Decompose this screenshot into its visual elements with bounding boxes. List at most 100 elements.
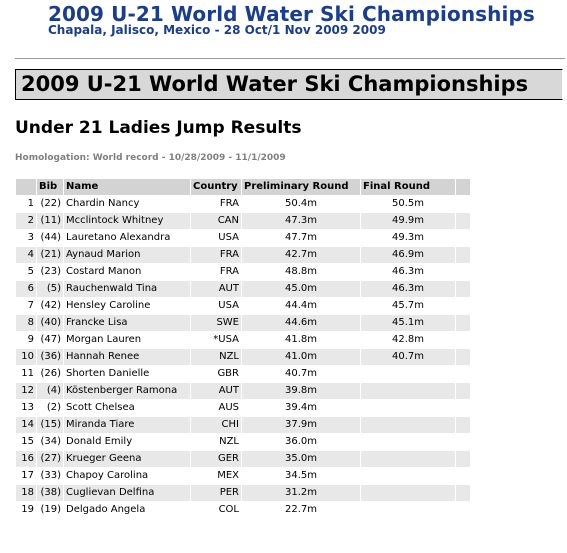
athlete-name: Hensley Caroline xyxy=(64,298,190,314)
prelim-score: 44.4m xyxy=(242,298,360,314)
country-cell: AUT xyxy=(191,281,241,297)
table-row: 1 (22) Chardin Nancy FRA 50.4m 50.5m xyxy=(16,196,470,212)
rank-cell: 8 xyxy=(16,315,36,331)
final-score xyxy=(361,468,455,484)
prelim-score: 50.4m xyxy=(242,196,360,212)
country-cell: AUS xyxy=(191,400,241,416)
rank-cell: 1 xyxy=(16,196,36,212)
athlete-name: Scott Chelsea xyxy=(64,400,190,416)
athlete-name: Miranda Tiare xyxy=(64,417,190,433)
final-score: 45.1m xyxy=(361,315,455,331)
bib-cell: (19) xyxy=(37,502,63,518)
prelim-score: 40.7m xyxy=(242,366,360,382)
athlete-name: Shorten Danielle xyxy=(64,366,190,382)
prelim-score: 47.3m xyxy=(242,213,360,229)
country-cell: NZL xyxy=(191,349,241,365)
country-cell: GBR xyxy=(191,366,241,382)
athlete-name: Morgan Lauren xyxy=(64,332,190,348)
athlete-name: Krueger Geena xyxy=(64,451,190,467)
country-cell: USA xyxy=(191,298,241,314)
rank-cell: 7 xyxy=(16,298,36,314)
rank-cell: 4 xyxy=(16,247,36,263)
homologation-info: Homologation: World record - 10/28/2009 … xyxy=(15,153,286,163)
rank-cell: 18 xyxy=(16,485,36,501)
championship-banner: 2009 U-21 World Water Ski Championships xyxy=(15,69,563,100)
rank-cell: 14 xyxy=(16,417,36,433)
final-score xyxy=(361,400,455,416)
final-score: 40.7m xyxy=(361,349,455,365)
col-name-header: Name xyxy=(64,179,190,195)
col-rank-header xyxy=(16,179,36,195)
country-cell: FRA xyxy=(191,196,241,212)
country-cell: USA xyxy=(191,230,241,246)
prelim-score: 41.8m xyxy=(242,332,360,348)
row-spacer xyxy=(456,264,470,280)
table-row: 3 (44) Lauretano Alexandra USA 47.7m 49.3m xyxy=(16,230,470,246)
final-score xyxy=(361,366,455,382)
prelim-score: 31.2m xyxy=(242,485,360,501)
athlete-name: Köstenberger Ramona xyxy=(64,383,190,399)
country-cell: NZL xyxy=(191,434,241,450)
bib-cell: (26) xyxy=(37,366,63,382)
rank-cell: 13 xyxy=(16,400,36,416)
row-spacer xyxy=(456,298,470,314)
final-score: 49.9m xyxy=(361,213,455,229)
event-title: Under 21 Ladies Jump Results xyxy=(15,118,302,138)
row-spacer xyxy=(456,332,470,348)
prelim-score: 41.0m xyxy=(242,349,360,365)
table-row: 19 (19) Delgado Angela COL 22.7m xyxy=(16,502,470,518)
final-score xyxy=(361,434,455,450)
final-score xyxy=(361,451,455,467)
row-spacer xyxy=(456,281,470,297)
prelim-score: 34.5m xyxy=(242,468,360,484)
bib-cell: (27) xyxy=(37,451,63,467)
row-spacer xyxy=(456,485,470,501)
prelim-score: 42.7m xyxy=(242,247,360,263)
final-score: 45.7m xyxy=(361,298,455,314)
row-spacer xyxy=(456,349,470,365)
rank-cell: 10 xyxy=(16,349,36,365)
athlete-name: Rauchenwald Tina xyxy=(64,281,190,297)
prelim-score: 37.9m xyxy=(242,417,360,433)
rank-cell: 15 xyxy=(16,434,36,450)
prelim-score: 44.6m xyxy=(242,315,360,331)
prelim-score: 36.0m xyxy=(242,434,360,450)
athlete-name: Donald Emily xyxy=(64,434,190,450)
rank-cell: 9 xyxy=(16,332,36,348)
site-title: 2009 U-21 World Water Ski Championships xyxy=(48,2,535,26)
bib-cell: (34) xyxy=(37,434,63,450)
table-header-row: Bib Name Country Preliminary Round Final… xyxy=(16,179,470,195)
row-spacer xyxy=(456,366,470,382)
bib-cell: (23) xyxy=(37,264,63,280)
athlete-name: Aynaud Marion xyxy=(64,247,190,263)
country-cell: CHI xyxy=(191,417,241,433)
rank-cell: 6 xyxy=(16,281,36,297)
row-spacer xyxy=(456,468,470,484)
country-cell: FRA xyxy=(191,247,241,263)
prelim-score: 39.4m xyxy=(242,400,360,416)
athlete-name: Delgado Angela xyxy=(64,502,190,518)
country-cell: MEX xyxy=(191,468,241,484)
rank-cell: 19 xyxy=(16,502,36,518)
rank-cell: 16 xyxy=(16,451,36,467)
country-cell: PER xyxy=(191,485,241,501)
bib-cell: (38) xyxy=(37,485,63,501)
final-score xyxy=(361,502,455,518)
final-score: 49.3m xyxy=(361,230,455,246)
prelim-score: 48.8m xyxy=(242,264,360,280)
country-cell: AUT xyxy=(191,383,241,399)
site-subtitle: Chapala, Jalisco, Mexico - 28 Oct/1 Nov … xyxy=(48,23,386,37)
col-bib-header: Bib xyxy=(37,179,63,195)
col-final-header: Final Round xyxy=(361,179,455,195)
row-spacer xyxy=(456,383,470,399)
final-score xyxy=(361,417,455,433)
prelim-score: 47.7m xyxy=(242,230,360,246)
athlete-name: Cuglievan Delfina xyxy=(64,485,190,501)
country-cell: CAN xyxy=(191,213,241,229)
final-score: 42.8m xyxy=(361,332,455,348)
table-row: 10 (36) Hannah Renee NZL 41.0m 40.7m xyxy=(16,349,470,365)
country-cell: GER xyxy=(191,451,241,467)
bib-cell: (44) xyxy=(37,230,63,246)
table-row: 13 (2) Scott Chelsea AUS 39.4m xyxy=(16,400,470,416)
table-row: 7 (42) Hensley Caroline USA 44.4m 45.7m xyxy=(16,298,470,314)
